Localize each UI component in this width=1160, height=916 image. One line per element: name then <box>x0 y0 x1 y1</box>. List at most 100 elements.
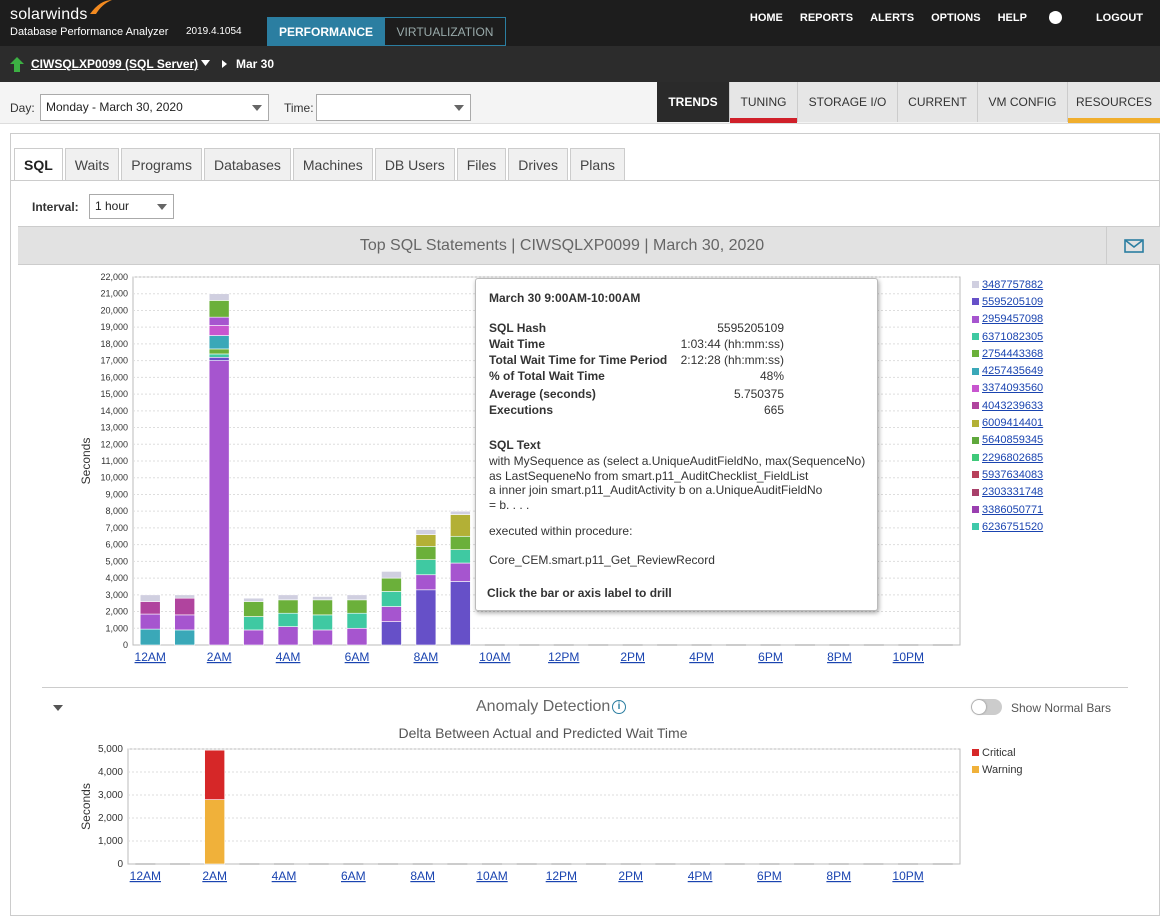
bar-segment <box>208 325 230 336</box>
interval-select[interactable]: 1 hour <box>89 194 174 219</box>
subtab-machines[interactable]: Machines <box>292 148 373 180</box>
legend-label: Warning <box>982 763 1023 776</box>
tab-resources-label: RESOURCES <box>1075 95 1152 109</box>
collapse-icon[interactable] <box>53 705 63 711</box>
x-tick-label: 4AM <box>276 650 301 664</box>
tab-tuning[interactable]: TUNING <box>729 82 797 123</box>
subtab-files[interactable]: Files <box>456 148 507 180</box>
legend-item[interactable]: 6236751520 <box>972 518 1043 535</box>
legend-item[interactable]: 2296802685 <box>972 449 1043 466</box>
bar-segment <box>174 594 195 599</box>
legend-link[interactable]: 5640859345 <box>982 434 1044 447</box>
menu-alerts[interactable]: ALERTS <box>870 11 915 24</box>
brand-logo[interactable]: solarwinds <box>10 6 88 23</box>
subtab-plans[interactable]: Plans <box>569 148 625 180</box>
bar-segment <box>174 629 195 646</box>
chart-header: Top SQL Statements | CIWSQLXP0099 | Marc… <box>18 226 1160 265</box>
subtab-drives[interactable]: Drives <box>508 148 568 180</box>
y-tick-label: 2,000 <box>98 813 123 824</box>
x-tick-label: 10PM <box>892 869 923 883</box>
x-tick-label: 8PM <box>827 650 852 664</box>
tooltip-exec-label: executed within procedure: <box>489 524 633 538</box>
menu-options[interactable]: OPTIONS <box>931 11 981 24</box>
tab-storage-io[interactable]: STORAGE I/O <box>797 82 897 122</box>
bar-segment <box>277 626 299 646</box>
tooltip-value: 1:03:44 (hh:mm:ss) <box>680 337 784 351</box>
menu-home[interactable]: HOME <box>749 11 783 24</box>
y-tick-label: 3,000 <box>105 590 128 600</box>
subtab-db-users[interactable]: DB Users <box>374 148 455 180</box>
legend-link[interactable]: 6371082305 <box>982 330 1044 343</box>
status-up-icon <box>10 57 24 72</box>
legend-item[interactable]: 5595205109 <box>972 293 1043 310</box>
bar-segment <box>381 606 402 622</box>
legend-link[interactable]: 2754443368 <box>982 347 1044 360</box>
legend-link[interactable]: 2303331748 <box>982 486 1044 499</box>
tab-vm-config[interactable]: VM CONFIG <box>977 82 1067 122</box>
y-tick-label: 5,000 <box>98 744 123 755</box>
legend-link[interactable]: 3487757882 <box>982 278 1044 291</box>
legend-item[interactable]: 5640859345 <box>972 432 1043 449</box>
info-icon[interactable]: i <box>612 700 626 714</box>
anomaly-chart[interactable]: 0 1,000 2,000 3,000 4,000 5,000 Seconds 12AM 2AM… <box>0 740 968 890</box>
legend-item[interactable]: 2754443368 <box>972 345 1043 362</box>
legend-item[interactable]: 4257435649 <box>972 362 1043 379</box>
legend-link[interactable]: 3374093560 <box>982 382 1044 395</box>
bar-segment <box>277 599 299 614</box>
legend-item[interactable]: 2959457098 <box>972 311 1043 328</box>
legend-link[interactable]: 4257435649 <box>982 365 1044 378</box>
subtab-sql[interactable]: SQL <box>14 148 63 181</box>
legend-link[interactable]: 5937634083 <box>982 468 1044 481</box>
bar-segment <box>243 629 264 646</box>
legend-item[interactable]: 2303331748 <box>972 484 1043 501</box>
show-normal-bars-toggle[interactable] <box>971 699 1002 715</box>
legend-item[interactable]: 6371082305 <box>972 328 1043 345</box>
legend-link[interactable]: 6009414401 <box>982 417 1044 430</box>
bar-segment <box>243 601 264 617</box>
legend-item[interactable]: 4043239633 <box>972 397 1043 414</box>
chart-tooltip: March 30 9:00AM-10:00AM SQL Hash 55952051… <box>475 278 878 611</box>
legend-item[interactable]: 3374093560 <box>972 380 1043 397</box>
legend-item[interactable]: 6009414401 <box>972 414 1043 431</box>
subtab-waits[interactable]: Waits <box>64 148 120 180</box>
tab-resources[interactable]: RESOURCES <box>1067 82 1160 123</box>
legend-item-warning: Warning <box>972 761 1023 778</box>
bar-segment <box>208 300 230 318</box>
tab-performance[interactable]: PERFORMANCE <box>267 17 385 46</box>
y-tick-label: 1,000 <box>105 623 128 633</box>
legend-link[interactable]: 2959457098 <box>982 313 1044 326</box>
day-select[interactable]: Monday - March 30, 2020 <box>40 94 269 121</box>
y-tick-label: 0 <box>117 859 123 870</box>
chevron-down-icon[interactable] <box>201 60 210 66</box>
x-tick-label: 12PM <box>548 650 579 664</box>
legend-swatch <box>972 298 979 306</box>
bar-segment <box>381 621 402 646</box>
subtab-databases[interactable]: Databases <box>203 148 291 180</box>
legend-link[interactable]: 3386050771 <box>982 503 1044 516</box>
legend-link[interactable]: 5595205109 <box>982 295 1044 308</box>
legend-link[interactable]: 4043239633 <box>982 399 1044 412</box>
legend-link[interactable]: 6236751520 <box>982 520 1044 533</box>
tab-virtualization[interactable]: VIRTUALIZATION <box>385 17 506 46</box>
subtab-programs[interactable]: Programs <box>121 148 202 180</box>
menu-help[interactable]: HELP? <box>998 11 1079 24</box>
time-select[interactable] <box>316 94 471 121</box>
tab-trends[interactable]: TRENDS <box>657 82 729 122</box>
legend-item[interactable]: 3487757882 <box>972 276 1043 293</box>
y-tick-label: 14,000 <box>100 406 128 416</box>
tooltip-value: 48% <box>759 369 784 383</box>
legend-item[interactable]: 3386050771 <box>972 501 1043 518</box>
menu-reports[interactable]: REPORTS <box>799 11 854 24</box>
tuning-indicator <box>730 118 797 123</box>
bar-segment <box>450 510 471 515</box>
y-axis-label: Seconds <box>79 438 93 485</box>
legend-link[interactable]: 2296802685 <box>982 451 1044 464</box>
bar-segment <box>208 360 230 646</box>
tab-current[interactable]: CURRENT <box>897 82 977 122</box>
legend-item[interactable]: 5937634083 <box>972 466 1043 483</box>
server-link[interactable]: CIWSQLXP0099 (SQL Server) <box>31 57 199 71</box>
email-button[interactable] <box>1106 227 1160 265</box>
menu-logout[interactable]: LOGOUT <box>1095 11 1143 24</box>
chevron-down-icon <box>252 105 262 111</box>
top-menu: HOME REPORTS ALERTS OPTIONS HELP? LOGOUT <box>750 11 1160 24</box>
